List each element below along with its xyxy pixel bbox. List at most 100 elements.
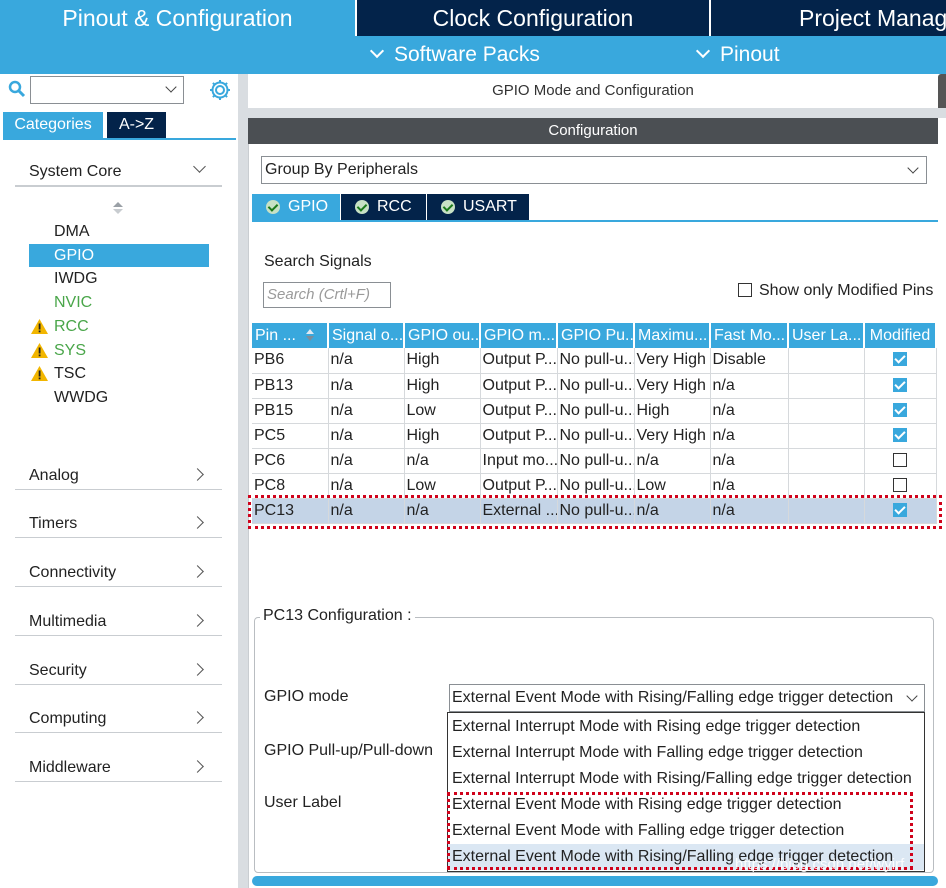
tab-rcc[interactable]: RCC [341, 194, 426, 220]
sidebar-item-sys[interactable]: SYS [29, 339, 209, 362]
group-label: System Core [29, 163, 122, 180]
pinout-menu[interactable]: Pinout [695, 36, 780, 74]
table-cell: PC6 [252, 448, 329, 474]
top-tab-bar: Pinout & Configuration Clock Configurati… [0, 0, 946, 36]
checked-checkbox-icon[interactable] [893, 402, 907, 417]
table-row[interactable]: PB6 n/a High Output P... No pull-u... Very Hi… [252, 348, 937, 374]
table-cell: n/a [710, 498, 789, 524]
table-cell: Output P... [480, 423, 558, 449]
search-icon[interactable] [8, 80, 26, 98]
table-cell: n/a [634, 498, 711, 524]
modified-cell [864, 398, 937, 424]
checked-checkbox-icon[interactable] [893, 377, 907, 392]
table-row[interactable]: PB13 n/a High Output P... No pull-u... Very H… [252, 373, 937, 399]
table-cell: n/a [328, 348, 405, 374]
sort-icon[interactable] [112, 200, 124, 216]
col-header-max-speed[interactable]: Maximu... [634, 323, 711, 348]
group-system-core[interactable]: System Core [15, 150, 222, 186]
tab-pinout-configuration[interactable]: Pinout & Configuration [0, 0, 355, 36]
tab-categories[interactable]: Categories [3, 112, 103, 138]
group-timers[interactable]: Timers [15, 502, 222, 538]
chevron-down-icon [695, 43, 711, 59]
table-cell: n/a [328, 473, 405, 499]
dropdown-option[interactable]: External Interrupt Mode with Falling edg… [452, 744, 863, 761]
software-packs-menu[interactable]: Software Packs [369, 36, 540, 74]
unchecked-checkbox-icon[interactable] [893, 477, 907, 492]
group-by-select[interactable]: Group By Peripherals [261, 156, 927, 184]
col-header-pin[interactable]: Pin ... [252, 323, 329, 348]
table-cell: PB6 [252, 348, 329, 374]
chevron-down-icon [907, 162, 919, 174]
sidebar-item-dma[interactable]: DMA [54, 223, 90, 240]
scroll-handle[interactable] [938, 74, 946, 116]
table-cell: Disable [710, 348, 789, 374]
user-label-label: User Label [264, 794, 342, 811]
table-cell: n/a [710, 373, 789, 399]
show-modified-checkbox[interactable]: Show only Modified Pins [738, 282, 933, 300]
table-cell: High [404, 423, 481, 449]
sub-nav-bar: Software Packs Pinout [0, 36, 946, 74]
table-cell: n/a [710, 448, 789, 474]
sidebar-item-nvic[interactable]: NVIC [54, 294, 93, 311]
table-cell: Very High [634, 348, 711, 374]
peripheral-search-combo[interactable] [30, 76, 184, 104]
warning-icon [31, 343, 48, 358]
highlight-box-pc13 [248, 495, 942, 529]
table-row[interactable]: PC8 n/a Low Output P... No pull-u... Low n/a [252, 473, 937, 499]
group-label: Analog [29, 467, 79, 484]
group-connectivity[interactable]: Connectivity [15, 551, 222, 587]
table-cell [788, 348, 865, 374]
panel-divider[interactable] [238, 74, 248, 888]
table-cell: High [404, 348, 481, 374]
checked-checkbox-icon[interactable] [893, 427, 907, 442]
unchecked-checkbox-icon[interactable] [893, 452, 907, 467]
col-header-gpio-output[interactable]: GPIO ou... [404, 323, 481, 348]
horizontal-scrollbar[interactable] [252, 876, 938, 886]
table-cell: No pull-u... [557, 348, 635, 374]
tab-gpio[interactable]: GPIO [252, 194, 340, 220]
table-row[interactable]: PC6 n/a n/a Input mo... No pull-u... n/a n/a [252, 448, 937, 474]
dropdown-option[interactable]: External Event Mode with Rising edge tri… [452, 796, 842, 813]
tab-usart[interactable]: USART [427, 194, 529, 220]
sidebar-item-gpio[interactable]: GPIO [29, 244, 209, 267]
group-multimedia[interactable]: Multimedia [15, 600, 222, 636]
dropdown-option-selected[interactable]: External Event Mode with Rising/Falling … [448, 844, 924, 870]
tab-a-to-z[interactable]: A->Z [107, 112, 166, 138]
col-header-gpio-pull[interactable]: GPIO Pu... [557, 323, 635, 348]
col-header-gpio-mode[interactable]: GPIO m... [480, 323, 558, 348]
group-label: Middleware [29, 759, 111, 776]
dropdown-option[interactable]: External Interrupt Mode with Rising/Fall… [452, 770, 912, 787]
col-header-user-label[interactable]: User La... [788, 323, 865, 348]
checked-checkbox-icon[interactable] [893, 352, 907, 367]
gear-icon[interactable] [208, 78, 232, 102]
group-analog[interactable]: Analog [15, 454, 222, 490]
sidebar-item-tsc[interactable]: TSC [29, 362, 209, 385]
group-computing[interactable]: Computing [15, 697, 222, 733]
table-row[interactable]: PB15 n/a Low Output P... No pull-u... High n/a [252, 398, 937, 424]
sidebar-item-wwdg[interactable]: WWDG [54, 389, 109, 406]
group-middleware[interactable]: Middleware [15, 746, 222, 782]
col-header-signal[interactable]: Signal o... [328, 323, 405, 348]
dropdown-option[interactable]: External Event Mode with Falling edge tr… [452, 822, 845, 839]
tab-clock-configuration[interactable]: Clock Configuration [357, 0, 709, 36]
search-signals-input[interactable]: Search (Crtl+F) [263, 282, 391, 308]
chevron-down-icon [906, 690, 918, 702]
checked-checkbox-icon[interactable] [893, 502, 907, 517]
sort-arrows-icon[interactable] [305, 328, 315, 342]
col-header-modified[interactable]: Modified [864, 323, 937, 348]
sidebar-item-rcc[interactable]: RCC [29, 315, 209, 338]
group-security[interactable]: Security [15, 649, 222, 685]
table-cell: Low [634, 473, 711, 499]
table-cell: No pull-u... [557, 373, 635, 399]
col-header-fast-mode[interactable]: Fast Mo... [710, 323, 789, 348]
gpio-mode-select[interactable]: External Event Mode with Rising/Falling … [449, 684, 925, 712]
group-label: Security [29, 662, 87, 679]
table-cell: Very High [634, 423, 711, 449]
table-row[interactable]: PC5 n/a High Output P... No pull-u... Very Hi… [252, 423, 937, 449]
table-cell: Input mo... [480, 448, 558, 474]
dropdown-option[interactable]: External Interrupt Mode with Rising edge… [452, 718, 861, 735]
divider [248, 108, 946, 118]
table-row[interactable]: PC13 n/a n/a External ... No pull-u... n/a n/a [252, 498, 937, 524]
sidebar-item-iwdg[interactable]: IWDG [54, 270, 98, 287]
tab-project-manager[interactable]: Project Manag [711, 0, 946, 36]
